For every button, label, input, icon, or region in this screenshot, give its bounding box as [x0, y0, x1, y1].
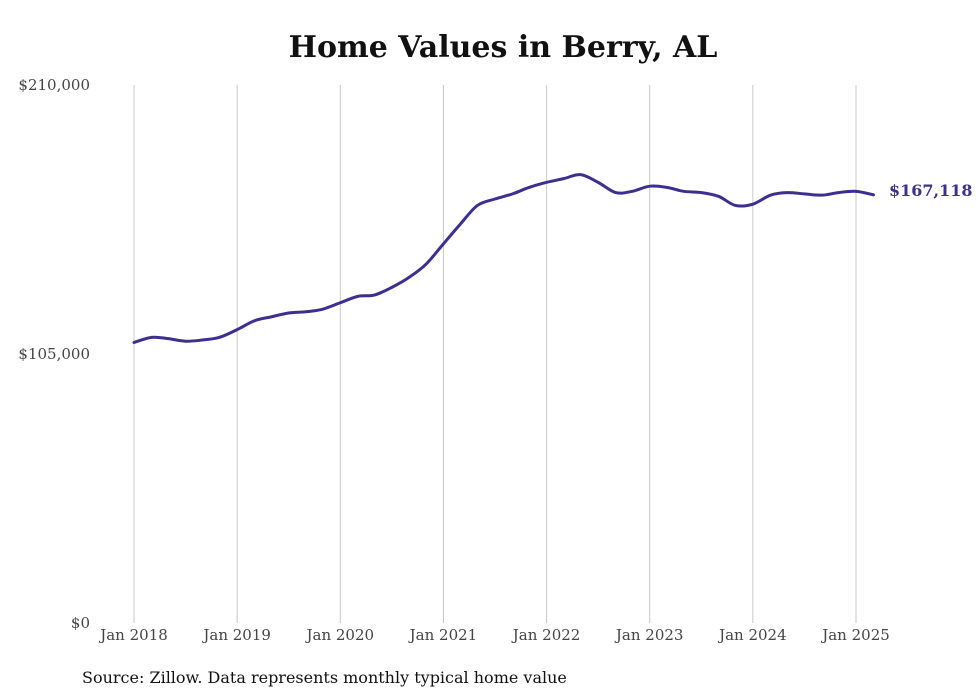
end-value-label: $167,118 — [889, 181, 973, 200]
x-tick-label: Jan 2021 — [408, 626, 478, 644]
x-tick-label: Jan 2023 — [614, 626, 684, 644]
x-tick-label: Jan 2022 — [511, 626, 581, 644]
source-note: Source: Zillow. Data represents monthly … — [82, 668, 567, 687]
x-tick-label: Jan 2020 — [305, 626, 375, 644]
x-tick-label: Jan 2018 — [98, 626, 168, 644]
chart-title: Home Values in Berry, AL — [288, 30, 718, 65]
x-axis-ticks: Jan 2018 Jan 2019 Jan 2020 Jan 2021 Jan 2022… — [98, 626, 890, 644]
end-label-layer: $167,118 — [889, 181, 973, 200]
y-tick-label: $210,000 — [18, 76, 90, 94]
y-tick-label: $0 — [71, 614, 90, 632]
y-axis-ticks: $0 $105,000 $210,000 — [18, 76, 90, 632]
x-tick-label: Jan 2024 — [717, 626, 787, 644]
gridlines — [133, 85, 857, 623]
series-line — [132, 173, 876, 344]
series-layer — [132, 173, 876, 344]
x-tick-label: Jan 2025 — [820, 626, 890, 644]
y-tick-label: $105,000 — [18, 345, 90, 363]
x-tick-label: Jan 2019 — [201, 626, 271, 644]
